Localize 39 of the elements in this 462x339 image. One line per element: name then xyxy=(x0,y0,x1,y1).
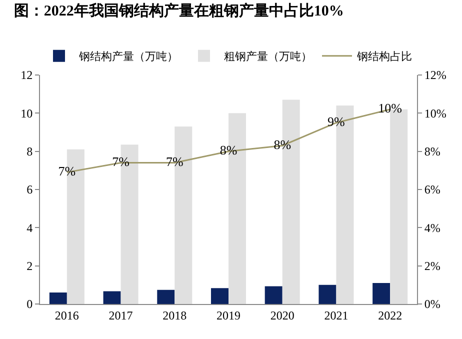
y-tick-label: 10 xyxy=(20,106,33,120)
y-tick-label: 12 xyxy=(20,68,33,82)
y2-tick-label: 4% xyxy=(424,220,440,235)
y2-tick-label: 0% xyxy=(424,297,440,312)
data-label: 8% xyxy=(220,142,238,158)
y-tick-label: 8 xyxy=(26,144,33,159)
x-tick-label: 2019 xyxy=(216,308,240,322)
legend-label: 钢结构占比 xyxy=(356,50,412,64)
y2-tick-label: 12% xyxy=(424,68,446,82)
bar xyxy=(103,291,121,304)
legend-label: 钢结构产量（万吨） xyxy=(78,50,178,64)
y-tick-label: 6 xyxy=(26,182,33,197)
chart-title: 图：2022年我国钢结构产量在粗钢产量中占比10% xyxy=(14,2,344,20)
bar xyxy=(49,292,67,304)
x-tick-label: 2022 xyxy=(378,308,402,322)
x-tick-label: 2021 xyxy=(324,308,348,322)
y2-tick-label: 6% xyxy=(424,182,440,197)
x-tick-label: 2018 xyxy=(162,308,187,322)
bar xyxy=(264,286,282,304)
y-tick-label: 2 xyxy=(26,259,33,274)
x-tick-label: 2020 xyxy=(270,308,294,322)
bar xyxy=(318,284,336,304)
y-tick-label: 4 xyxy=(26,220,33,235)
bar xyxy=(211,288,228,304)
y2-tick-label: 10% xyxy=(424,106,446,120)
bar xyxy=(157,290,175,304)
y-tick-label: 0 xyxy=(26,297,33,312)
data-label: 7% xyxy=(58,164,76,179)
y2-tick-label: 8% xyxy=(424,144,440,159)
data-label: 8% xyxy=(274,136,292,152)
legend-label: 粗钢产量（万吨） xyxy=(224,50,312,64)
data-label: 7% xyxy=(166,154,184,170)
x-tick-label: 2016 xyxy=(54,308,79,322)
data-label: 7% xyxy=(112,154,130,170)
data-label: 9% xyxy=(328,114,346,129)
y2-tick-label: 2% xyxy=(424,259,440,274)
data-label: 10% xyxy=(378,100,402,116)
x-tick-label: 2017 xyxy=(108,308,133,322)
bar xyxy=(372,283,390,304)
